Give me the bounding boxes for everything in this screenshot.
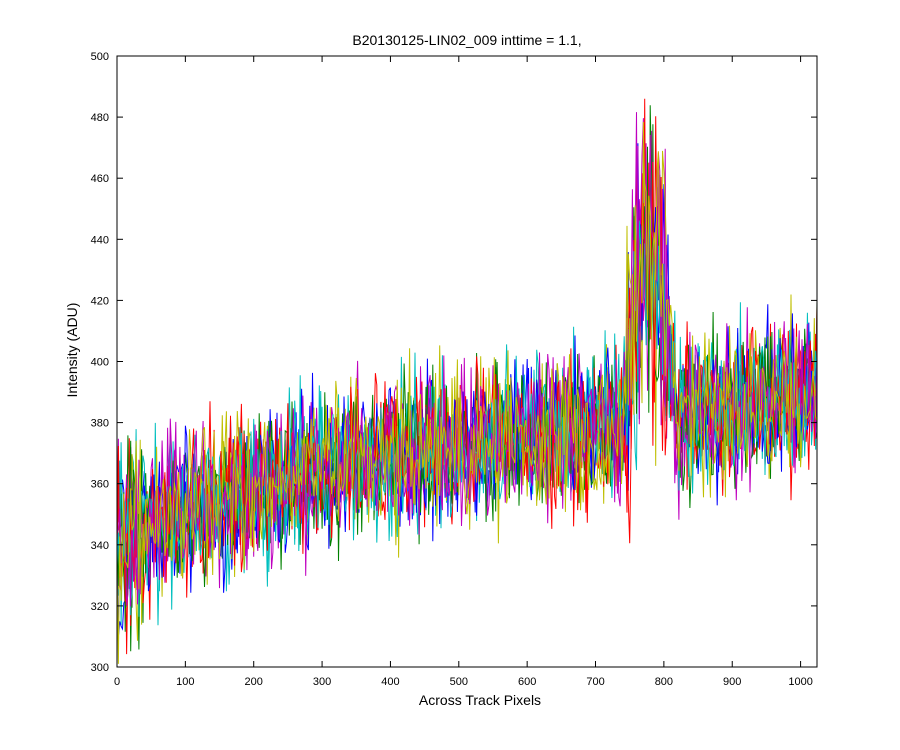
x-tick-label: 600 xyxy=(518,676,536,688)
y-tick-label: 420 xyxy=(91,295,109,307)
x-tick-label: 700 xyxy=(586,676,604,688)
x-tick-label: 0 xyxy=(114,676,120,688)
y-tick-label: 400 xyxy=(91,357,109,369)
y-axis-title: Intensity (ADU) xyxy=(64,303,80,398)
x-tick-label: 200 xyxy=(245,676,263,688)
series-line xyxy=(116,140,818,664)
y-tick-label: 340 xyxy=(91,540,109,552)
y-tick-label: 440 xyxy=(91,234,109,246)
x-tick-label: 100 xyxy=(176,676,194,688)
x-tick-label: 400 xyxy=(381,676,399,688)
y-tick-label: 380 xyxy=(91,418,109,430)
x-axis-title: Across Track Pixels xyxy=(419,692,541,708)
x-tick-label: 300 xyxy=(313,676,331,688)
y-tick-label: 460 xyxy=(91,173,109,185)
x-tick-label: 900 xyxy=(723,676,741,688)
series-layer xyxy=(116,98,818,664)
y-tick-label: 300 xyxy=(91,662,109,674)
x-tick-label: 500 xyxy=(450,676,468,688)
ticks-layer: 0 100 200 300 400 500 600 700 800 900 1000 300 320 34… xyxy=(91,51,817,688)
x-tick-label: 1000 xyxy=(788,676,812,688)
chart-title: B20130125-LIN02_009 inttime = 1.1, xyxy=(352,32,581,48)
y-tick-label: 320 xyxy=(91,601,109,613)
series-line xyxy=(116,134,818,607)
y-tick-label: 480 xyxy=(91,112,109,124)
x-tick-label: 800 xyxy=(655,676,673,688)
y-tick-label: 360 xyxy=(91,479,109,491)
y-tick-label: 500 xyxy=(91,51,109,63)
